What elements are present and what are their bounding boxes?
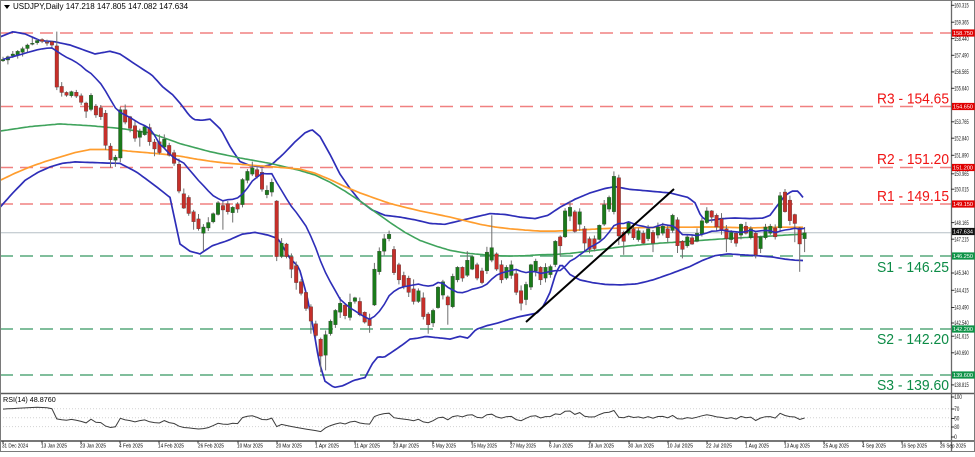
svg-text:151.200: 151.200	[953, 166, 973, 172]
svg-text:13 Jan 2025: 13 Jan 2025	[41, 443, 67, 449]
svg-text:157.490: 157.490	[954, 54, 969, 60]
svg-text:23 Jan 2025: 23 Jan 2025	[80, 443, 106, 449]
svg-text:158.750: 158.750	[953, 31, 973, 37]
svg-text:4 Sep 2025: 4 Sep 2025	[862, 443, 886, 449]
svg-text:139.600: 139.600	[953, 373, 973, 379]
svg-text:152.840: 152.840	[954, 136, 969, 142]
svg-text:S1 - 146.25: S1 - 146.25	[877, 259, 949, 276]
svg-text:142.540: 142.540	[954, 321, 969, 327]
svg-text:70: 70	[954, 407, 960, 413]
svg-text:30: 30	[954, 425, 960, 431]
svg-text:S2 - 142.20: S2 - 142.20	[877, 331, 949, 348]
svg-text:156.565: 156.565	[954, 70, 969, 76]
svg-text:154.650: 154.650	[953, 105, 973, 111]
svg-text:26 Sep 2025: 26 Sep 2025	[940, 443, 966, 449]
svg-text:30 Jun 2025: 30 Jun 2025	[628, 443, 654, 449]
svg-text:148.165: 148.165	[954, 221, 969, 227]
svg-text:R3 - 154.65: R3 - 154.65	[877, 91, 949, 108]
svg-text:150.015: 150.015	[954, 187, 969, 193]
svg-text:27 May 2025: 27 May 2025	[510, 443, 536, 449]
svg-text:143.490: 143.490	[954, 306, 969, 312]
svg-text:18 Jun 2025: 18 Jun 2025	[588, 443, 614, 449]
svg-text:25 Aug 2025: 25 Aug 2025	[823, 443, 849, 449]
svg-text:140.690: 140.690	[954, 351, 969, 357]
svg-text:11 Apr 2025: 11 Apr 2025	[354, 443, 380, 449]
svg-text:16 Sep 2025: 16 Sep 2025	[901, 443, 927, 449]
svg-text:158.440: 158.440	[954, 37, 969, 43]
svg-text:50: 50	[954, 417, 960, 423]
svg-text:147.215: 147.215	[954, 237, 969, 243]
svg-text:R2 - 151.20: R2 - 151.20	[877, 151, 949, 168]
svg-text:100: 100	[954, 395, 962, 401]
svg-text:150.965: 150.965	[954, 172, 969, 178]
svg-text:10 Jul 2025: 10 Jul 2025	[667, 443, 693, 449]
svg-text:10 Mar 2025: 10 Mar 2025	[237, 443, 263, 449]
svg-text:5 May 2025: 5 May 2025	[432, 443, 456, 449]
svg-text:USDJPY,Daily 147.218 147.805: USDJPY,Daily 147.218 147.805 147.082 147…	[13, 2, 189, 11]
svg-text:RSI(14) 48.8760: RSI(14) 48.8760	[3, 395, 56, 404]
svg-text:147.634: 147.634	[953, 230, 973, 236]
svg-text:R1 - 149.15: R1 - 149.15	[877, 188, 949, 205]
svg-text:23 Apr 2025: 23 Apr 2025	[393, 443, 419, 449]
svg-text:0: 0	[954, 435, 957, 441]
svg-text:149.150: 149.150	[953, 202, 973, 208]
svg-text:20 Mar 2025: 20 Mar 2025	[276, 443, 302, 449]
svg-text:151.890: 151.890	[954, 154, 969, 160]
svg-text:22 Jul 2025: 22 Jul 2025	[706, 443, 732, 449]
svg-text:4 Feb 2025: 4 Feb 2025	[119, 443, 143, 449]
svg-text:31 Dec 2024: 31 Dec 2024	[2, 443, 28, 449]
svg-text:138.815: 138.815	[954, 383, 969, 389]
svg-text:S3 - 139.60: S3 - 139.60	[877, 377, 949, 394]
svg-text:141.615: 141.615	[954, 334, 969, 340]
svg-text:142.200: 142.200	[953, 327, 973, 333]
svg-text:145.340: 145.340	[954, 271, 969, 277]
svg-text:1 Aug 2025: 1 Aug 2025	[745, 443, 769, 449]
svg-text:153.765: 153.765	[954, 120, 969, 126]
svg-text:26 Feb 2025: 26 Feb 2025	[198, 443, 224, 449]
svg-text:160.315: 160.315	[954, 4, 969, 10]
svg-text:159.365: 159.365	[954, 20, 969, 26]
svg-text:144.415: 144.415	[954, 289, 969, 295]
svg-text:1 Apr 2025: 1 Apr 2025	[315, 443, 339, 449]
svg-text:14 Feb 2025: 14 Feb 2025	[158, 443, 184, 449]
svg-text:6 Jun 2025: 6 Jun 2025	[549, 443, 573, 449]
svg-text:13 Aug 2025: 13 Aug 2025	[784, 443, 810, 449]
svg-text:15 May 2025: 15 May 2025	[471, 443, 497, 449]
svg-text:155.640: 155.640	[954, 87, 969, 93]
svg-text:146.250: 146.250	[953, 254, 973, 260]
